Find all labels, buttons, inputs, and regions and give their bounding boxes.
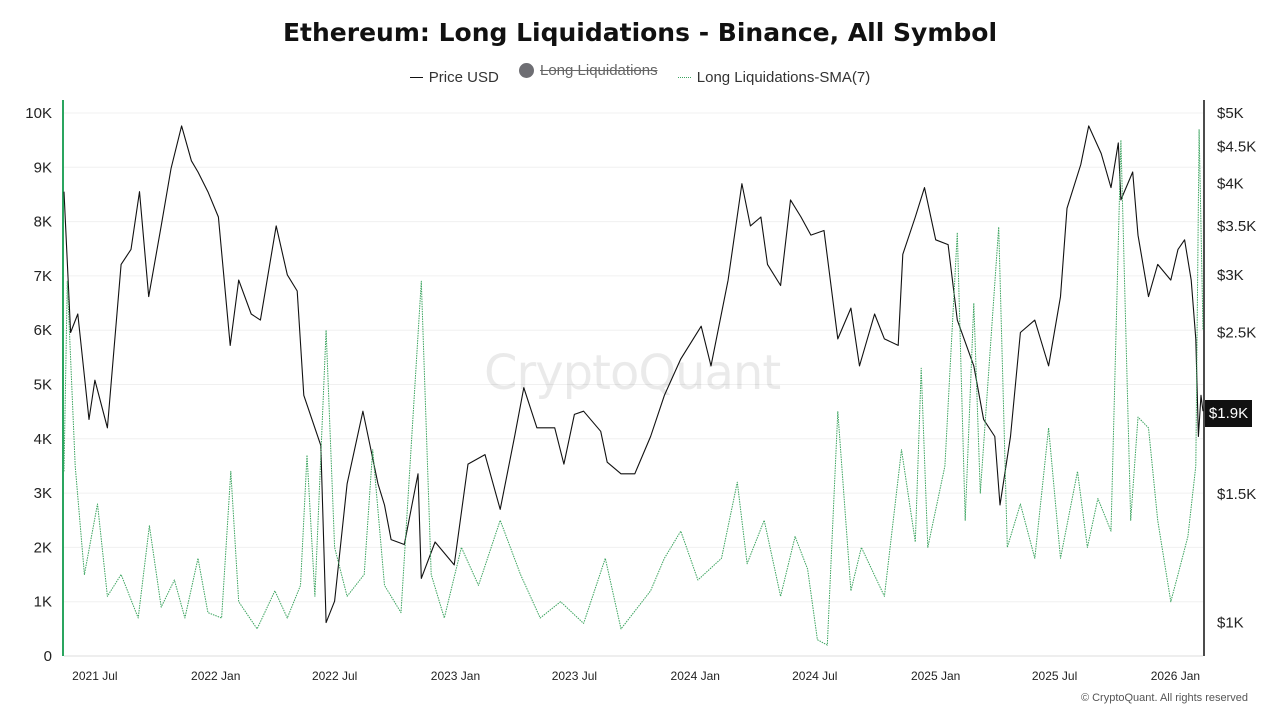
x-tick-label: 2026 Jan	[1151, 669, 1200, 683]
series-line-price	[63, 125, 1204, 624]
y-left-tick-label: 4K	[34, 431, 52, 448]
current-price-tag: $1.9K	[1205, 400, 1252, 427]
y-left-tick-label: 1K	[34, 594, 52, 611]
series-layer	[63, 125, 1204, 646]
y-left-tick-label: 0	[44, 648, 52, 665]
y-right-tick-label: $5K	[1217, 105, 1244, 122]
y-right-tick-label: $2.5K	[1217, 324, 1256, 341]
x-tick-label: 2024 Jul	[792, 669, 837, 683]
ticks-layer: 0 1K 2K 3K 4K 5K 6K 7K 8K 9K 10K $1K $1.5K $2.5K $3K $3…	[25, 105, 1256, 683]
y-left-tick-label: 2K	[34, 539, 52, 556]
legend-label-sma: Long Liquidations-SMA(7)	[696, 69, 871, 86]
y-left-tick-label: 8K	[34, 214, 52, 231]
legend-label-long-liquidations: Long Liquidations	[539, 62, 658, 79]
axes-layer	[62, 100, 1205, 657]
y-right-tick-label: $3.5K	[1217, 218, 1256, 235]
x-tick-label: 2025 Jan	[911, 669, 960, 683]
y-left-tick-label: 10K	[25, 105, 52, 122]
grid-layer	[64, 112, 1203, 657]
copyright-notice: © CryptoQuant. All rights reserved	[1080, 692, 1248, 704]
x-tick-label: 2021 Jul	[72, 669, 117, 683]
legend-label-price: Price USD	[428, 69, 499, 86]
x-tick-label: 2025 Jul	[1032, 669, 1077, 683]
y-left-tick-label: 5K	[34, 377, 52, 394]
line-swatch-icon	[409, 77, 423, 78]
y-left-tick-label: 9K	[34, 159, 52, 176]
legend-item-price[interactable]: Price USD	[409, 69, 499, 86]
y-left-tick-label: 3K	[34, 485, 52, 502]
y-right-tick-label: $3K	[1217, 267, 1244, 284]
y-right-tick-label: $4.5K	[1217, 138, 1256, 155]
y-right-tick-label: $1.5K	[1217, 486, 1256, 503]
x-tick-label: 2023 Jan	[431, 669, 480, 683]
watermark-logo: CryptoQuant	[484, 345, 781, 401]
x-tick-label: 2023 Jul	[552, 669, 597, 683]
legend-item-long-liquidations[interactable]: Long Liquidations	[518, 62, 658, 79]
y-right-tick-label: $4K	[1217, 176, 1244, 193]
dashed-swatch-icon	[677, 77, 691, 78]
y-left-tick-label: 6K	[34, 322, 52, 339]
x-tick-label: 2022 Jan	[191, 669, 240, 683]
x-tick-label: 2024 Jan	[671, 669, 720, 683]
y-left-tick-label: 7K	[34, 268, 52, 285]
dot-swatch-icon	[518, 63, 534, 78]
chart-legend: Price USD Long Liquidations Long Liquida…	[0, 62, 1280, 86]
series-line-long-liquidations-sma	[63, 128, 1204, 646]
x-tick-label: 2022 Jul	[312, 669, 357, 683]
legend-item-sma[interactable]: Long Liquidations-SMA(7)	[677, 69, 871, 86]
chart-title: Ethereum: Long Liquidations - Binance, A…	[282, 18, 998, 47]
y-right-tick-label: $1K	[1217, 615, 1244, 632]
